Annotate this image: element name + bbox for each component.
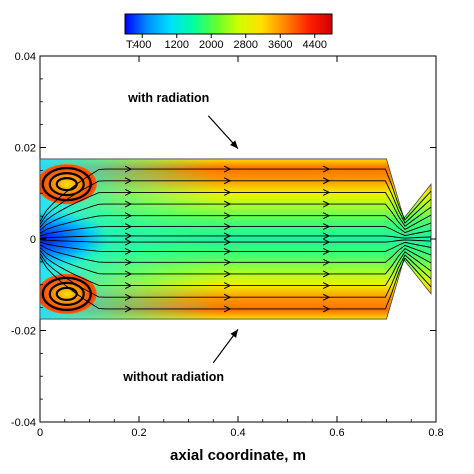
temperature-field [39, 158, 432, 320]
streamline-arrow [223, 212, 232, 220]
streamline-arrow [322, 232, 331, 240]
x-axis-label: axial coordinate, m [170, 447, 306, 464]
streamline-arrow [322, 270, 331, 278]
recirculation-zone [40, 164, 97, 205]
streamline-arrow [223, 165, 232, 173]
streamline [39, 247, 432, 275]
streamline-arrow [223, 305, 232, 313]
annotations: with radiation without radiation [122, 91, 239, 384]
streamline [39, 215, 432, 234]
streamline-arrow [322, 212, 331, 220]
colorbar: T: 400 1200 2000 2800 3600 4400 [124, 13, 333, 51]
streamline [39, 239, 432, 243]
streamline-arrow [124, 223, 133, 231]
streamline-arrow [223, 200, 232, 208]
y-axis: -0.04 -0.02 0 0.02 0.04 [11, 51, 436, 429]
streamline-arrow [322, 223, 331, 231]
streamlines [39, 165, 432, 313]
streamline-arrow [223, 238, 232, 246]
streamline-arrow [223, 293, 232, 301]
streamline-arrow [322, 177, 331, 185]
vortex-streamline [41, 276, 92, 311]
streamline-arrow [322, 188, 331, 196]
streamline-arrow [124, 247, 133, 255]
streamline [39, 256, 432, 310]
streamline [39, 203, 432, 231]
colorbar-tick-label: 1200 [165, 39, 189, 51]
streamline-arrow [124, 270, 133, 278]
streamline [39, 226, 432, 237]
colorbar-tick-label: 400 [133, 39, 151, 51]
streamline-arrow [223, 258, 232, 266]
streamline-arrow [124, 305, 133, 313]
streamline-arrow [223, 232, 232, 240]
vortex-streamline [55, 177, 78, 192]
streamline [39, 191, 432, 228]
y-tick-label: 0.04 [15, 51, 36, 63]
annotation-label: with radiation [127, 91, 209, 105]
streamline-arrow [124, 165, 133, 173]
colorbar-variable-label: T: [126, 39, 135, 51]
streamline-arrow [124, 238, 133, 246]
x-tick-label: 0.2 [131, 427, 146, 439]
streamline-arrow [223, 188, 232, 196]
streamline-arrow [124, 282, 133, 290]
streamline-arrow [124, 293, 133, 301]
streamline-arrow [322, 247, 331, 255]
streamline-arrow [124, 212, 133, 220]
vortex-streamline [55, 286, 78, 301]
colorbar-tick-label: 4400 [303, 39, 327, 51]
streamline-arrow [124, 258, 133, 266]
annotation-label: without radiation [122, 370, 224, 384]
x-tick-label: 0 [37, 427, 43, 439]
recirculation-zone [40, 273, 97, 314]
streamline-arrow [322, 200, 331, 208]
streamline [39, 235, 432, 239]
streamline [39, 250, 432, 287]
streamline-arrow [223, 247, 232, 255]
streamline [39, 180, 432, 225]
x-tick-label: 0.6 [329, 427, 344, 439]
colorbar-tick-label: 2000 [199, 39, 223, 51]
streamline-arrow [322, 238, 331, 246]
annotation-arrowhead [230, 329, 238, 338]
y-tick-label: -0.04 [11, 417, 36, 429]
streamline-arrow [223, 223, 232, 231]
streamline-arrow [223, 282, 232, 290]
streamline-arrow [322, 258, 331, 266]
colorbar-swatch [124, 13, 333, 35]
vortex-streamline [48, 281, 85, 306]
inlet-jet [40, 200, 180, 280]
y-tick-label: -0.02 [11, 326, 36, 338]
x-tick-label: 0.8 [428, 427, 443, 439]
streamline [39, 253, 432, 298]
y-tick-label: 0 [30, 234, 36, 246]
streamline [39, 168, 432, 222]
colorbar-tick-label: 3600 [268, 39, 292, 51]
colorbar-tick-label: 2800 [234, 39, 258, 51]
y-tick-label: 0.02 [15, 143, 36, 155]
streamline-arrow [223, 177, 232, 185]
streamline [39, 241, 432, 252]
streamline-arrow [124, 232, 133, 240]
streamline-arrow [124, 177, 133, 185]
streamline-arrow [322, 293, 331, 301]
streamline [39, 244, 432, 263]
streamline-arrow [322, 282, 331, 290]
vortex-streamline [41, 167, 92, 202]
streamline-arrow [124, 200, 133, 208]
x-axis: 0 0.2 0.4 0.6 0.8 [37, 56, 444, 439]
vortex-streamline [48, 172, 85, 197]
streamline-arrow [223, 270, 232, 278]
streamline-arrow [322, 165, 331, 173]
annotation-arrowhead [230, 140, 238, 149]
streamline-arrow [124, 188, 133, 196]
streamline-arrow [322, 305, 331, 313]
x-tick-label: 0.4 [230, 427, 245, 439]
